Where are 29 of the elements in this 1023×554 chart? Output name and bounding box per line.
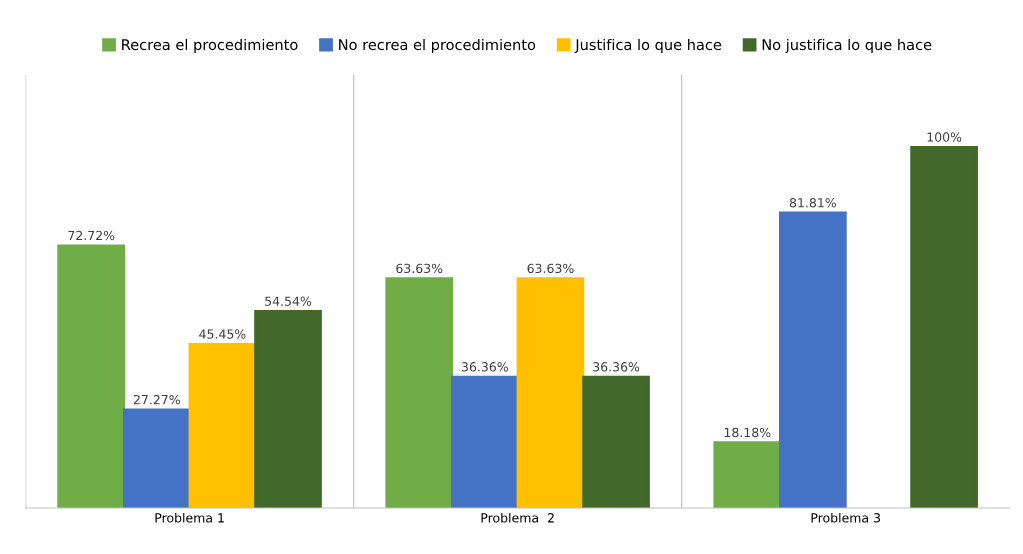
bar [582,375,650,509]
data-label: 63.63% [396,263,443,274]
x-tick-label: Problema 1 [155,512,224,523]
data-label: 27.27% [133,394,180,405]
data-label: 72.72% [68,230,115,241]
data-label: 100% [927,132,962,142]
data-label: 36.36% [593,362,640,372]
data-label: 36.36% [461,362,508,372]
bar [910,145,978,509]
bar [516,277,585,509]
bar [779,211,847,509]
data-label: 54.54% [265,296,312,306]
bar [57,244,126,509]
x-tick-label: Problema 3 [811,512,881,523]
bar [450,375,519,509]
bar [713,441,782,509]
legend-label: Recrea el procedimiento [122,38,298,53]
bar [385,277,454,509]
data-label: 18.18% [724,427,771,438]
bar [122,408,191,509]
data-label: 63.63% [527,263,574,274]
legend-label: Justifica lo que hace [574,38,722,53]
bar [254,310,322,509]
data-label: 45.45% [199,329,246,339]
legend-label: No recrea el procedimiento [339,38,536,53]
x-tick-label: Problema 2 [481,512,554,523]
data-label: 81.81% [789,198,837,208]
legend-label: No justifica lo que hace [762,38,932,53]
bar [188,342,257,509]
